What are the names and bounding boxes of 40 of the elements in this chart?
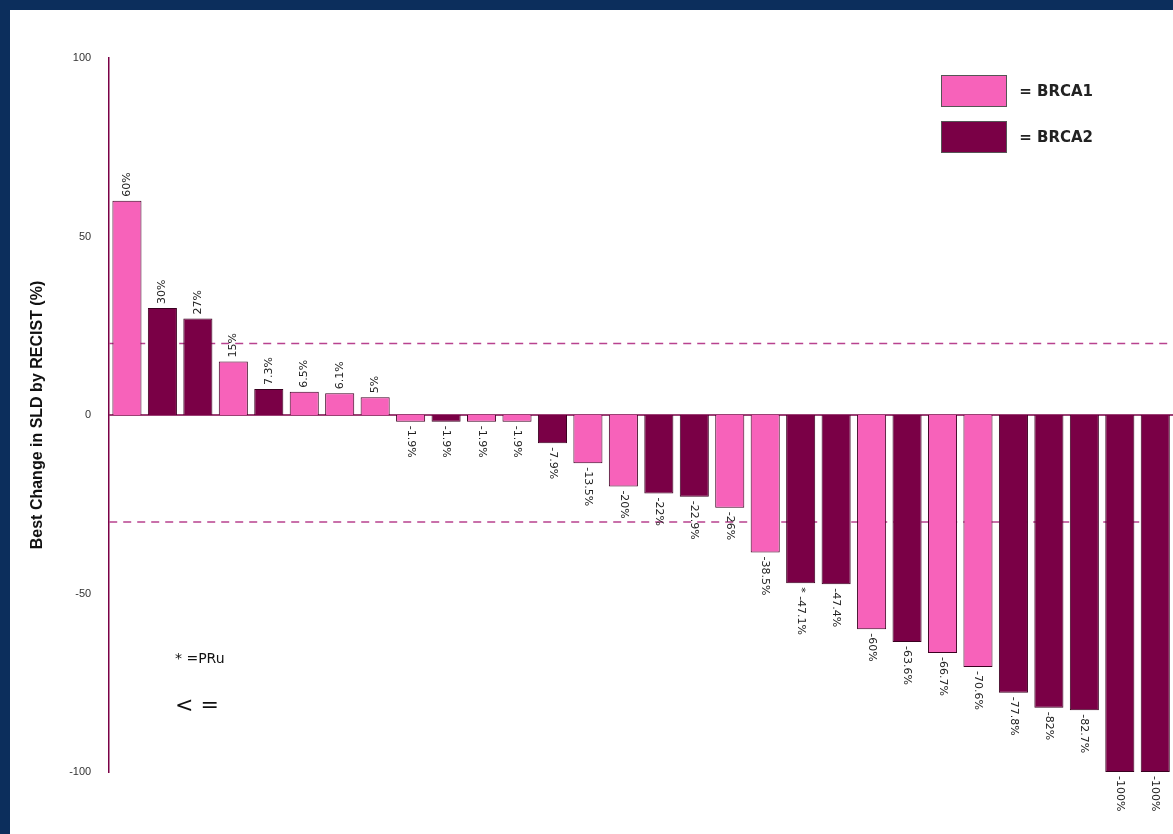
y-tick-label: 50 xyxy=(78,229,92,242)
y-tick-label: -100 xyxy=(69,765,92,778)
data-label: -20% xyxy=(617,490,631,519)
y-tick-label: -50 xyxy=(75,586,92,599)
data-label: 6.1% xyxy=(332,361,346,390)
data-label: 5% xyxy=(368,375,382,394)
data-label: -100% xyxy=(1113,776,1127,812)
data-label: -7.9% xyxy=(546,447,560,480)
data-label: -77.8% xyxy=(1007,696,1021,736)
data-label: 27% xyxy=(190,290,204,315)
legend-label: = BRCA2 xyxy=(1019,128,1093,146)
data-label: -82.7% xyxy=(1078,714,1092,754)
y-tick-label: 100 xyxy=(72,51,92,64)
data-label: -38.5% xyxy=(759,556,773,596)
data-label: -60% xyxy=(865,633,879,662)
data-label: 7.3% xyxy=(261,356,275,385)
data-label: -26% xyxy=(723,511,737,541)
data-label: -66.7% xyxy=(936,657,950,697)
data-label: 30% xyxy=(155,279,169,304)
data-label: 60% xyxy=(119,172,133,197)
data-label: -100% xyxy=(1149,776,1163,812)
data-label: -70.6% xyxy=(972,671,986,710)
data-label: 15% xyxy=(226,333,240,358)
data-label: -1.9% xyxy=(404,425,418,458)
data-label: -22% xyxy=(652,497,666,526)
annotation: * =PRu xyxy=(175,650,225,666)
legend-label: = BRCA1 xyxy=(1019,82,1093,100)
data-label: -47.4% xyxy=(830,588,844,628)
data-label: -63.6% xyxy=(901,646,915,685)
data-label: -82% xyxy=(1043,711,1057,741)
data-label: -13.5% xyxy=(582,467,596,507)
y-axis-title: Best Change in SLD by RECIST (%) xyxy=(28,280,46,550)
data-label: -1.9% xyxy=(475,425,489,458)
annotation: < = xyxy=(175,692,219,717)
data-label: -22.9% xyxy=(688,500,702,540)
data-label: -1.9% xyxy=(511,425,525,458)
data-label: * -47.1% xyxy=(794,587,808,636)
data-label: -1.9% xyxy=(440,425,454,458)
y-tick-label: 0 xyxy=(85,408,92,421)
data-label: 6.5% xyxy=(297,359,311,388)
